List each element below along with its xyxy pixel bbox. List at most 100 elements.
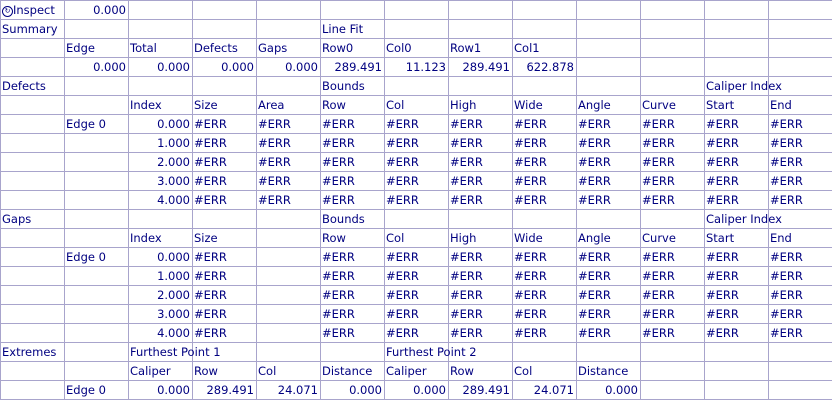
grid-cell[interactable] [640,342,705,362]
grid-cell[interactable] [640,0,705,20]
grid-cell[interactable]: Col [384,95,449,115]
grid-cell[interactable]: #ERR [640,323,705,343]
grid-cell[interactable]: #ERR [320,247,385,267]
grid-cell[interactable]: Col0 [384,38,449,58]
grid-cell[interactable]: #ERR [320,152,385,172]
grid-cell[interactable]: #ERR [512,114,577,134]
grid-cell[interactable]: #ERR [576,247,641,267]
grid-cell[interactable]: 0.000 [128,247,193,267]
grid-cell[interactable] [64,19,129,39]
grid-cell[interactable]: 24.071 [256,380,321,400]
grid-cell[interactable] [576,76,641,96]
grid-cell[interactable]: 1.000 [128,266,193,286]
grid-cell[interactable]: #ERR [256,171,321,191]
grid-cell[interactable]: #ERR [576,266,641,286]
grid-cell[interactable] [576,57,641,77]
grid-cell[interactable] [640,38,705,58]
grid-cell[interactable]: #ERR [384,323,449,343]
grid-cell[interactable]: Start [704,95,769,115]
grid-cell[interactable]: Area [256,95,321,115]
grid-cell[interactable]: Extremes [0,342,65,362]
grid-cell[interactable] [448,0,513,20]
grid-cell[interactable] [384,19,449,39]
grid-cell[interactable]: 289.491 [192,380,257,400]
grid-cell[interactable] [192,76,257,96]
grid-cell[interactable] [768,342,832,362]
grid-cell[interactable]: Size [192,95,257,115]
grid-cell[interactable]: #ERR [640,171,705,191]
grid-cell[interactable]: 622.878 [512,57,577,77]
grid-cell[interactable] [128,76,193,96]
grid-cell[interactable]: 0.000 [576,380,641,400]
grid-cell[interactable]: #ERR [768,152,832,172]
grid-cell[interactable]: #ERR [384,266,449,286]
grid-cell[interactable] [256,285,321,305]
grid-cell[interactable] [576,209,641,229]
grid-cell[interactable]: #ERR [640,190,705,210]
grid-cell[interactable]: #ERR [768,304,832,324]
grid-cell[interactable] [704,361,769,381]
grid-cell[interactable]: Row [192,361,257,381]
grid-cell[interactable]: #ERR [640,266,705,286]
grid-cell[interactable] [64,342,129,362]
grid-cell[interactable]: #ERR [704,190,769,210]
grid-cell[interactable] [256,228,321,248]
grid-cell[interactable] [704,380,769,400]
grid-cell[interactable]: Curve [640,228,705,248]
grid-cell[interactable] [0,361,65,381]
grid-cell[interactable]: Summary [0,19,65,39]
grid-cell[interactable]: #ERR [192,304,257,324]
grid-cell[interactable]: High [448,95,513,115]
grid-cell[interactable] [0,133,65,153]
grid-cell[interactable] [640,19,705,39]
grid-cell[interactable]: #ERR [704,114,769,134]
grid-cell[interactable] [448,209,513,229]
grid-cell[interactable] [448,19,513,39]
grid-cell[interactable] [128,209,193,229]
grid-cell[interactable]: #ERR [320,323,385,343]
grid-cell[interactable]: 1.000 [128,133,193,153]
grid-cell[interactable] [640,76,705,96]
grid-cell[interactable] [256,247,321,267]
grid-cell[interactable] [512,19,577,39]
grid-cell[interactable]: Index [128,95,193,115]
grid-cell[interactable] [64,76,129,96]
grid-cell[interactable]: #ERR [384,304,449,324]
grid-cell[interactable]: 3.000 [128,304,193,324]
grid-cell[interactable]: #ERR [192,133,257,153]
grid-cell[interactable]: #ERR [320,171,385,191]
grid-cell[interactable]: #ERR [576,133,641,153]
grid-cell[interactable]: #ERR [576,190,641,210]
grid-cell[interactable]: 4.000 [128,323,193,343]
grid-cell[interactable]: #ERR [512,323,577,343]
grid-cell[interactable]: #ERR [192,285,257,305]
grid-cell[interactable]: Angle [576,228,641,248]
grid-cell[interactable] [64,152,129,172]
grid-cell[interactable]: #ERR [512,152,577,172]
grid-cell[interactable] [64,361,129,381]
grid-cell[interactable]: #ERR [448,323,513,343]
grid-cell[interactable]: Bounds [320,209,385,229]
grid-cell[interactable] [640,380,705,400]
grid-cell[interactable] [320,342,385,362]
grid-cell[interactable] [640,209,705,229]
grid-cell[interactable]: #ERR [768,171,832,191]
grid-cell[interactable]: #ERR [256,190,321,210]
grid-cell[interactable]: #ERR [384,114,449,134]
grid-cell[interactable]: Size [192,228,257,248]
grid-cell[interactable]: Col1 [512,38,577,58]
grid-cell[interactable] [640,361,705,381]
grid-cell[interactable]: Start [704,228,769,248]
grid-cell[interactable] [512,0,577,20]
grid-cell[interactable]: #ERR [192,114,257,134]
grid-cell[interactable]: #ERR [640,152,705,172]
grid-cell[interactable] [640,57,705,77]
grid-cell[interactable] [768,380,832,400]
grid-cell[interactable]: #ERR [512,133,577,153]
grid-cell[interactable]: #ERR [704,285,769,305]
refresh-icon[interactable]: ↻ [2,6,13,17]
grid-cell[interactable]: Defects [192,38,257,58]
grid-cell[interactable]: #ERR [384,133,449,153]
grid-cell[interactable] [0,38,65,58]
grid-cell[interactable]: #ERR [576,171,641,191]
